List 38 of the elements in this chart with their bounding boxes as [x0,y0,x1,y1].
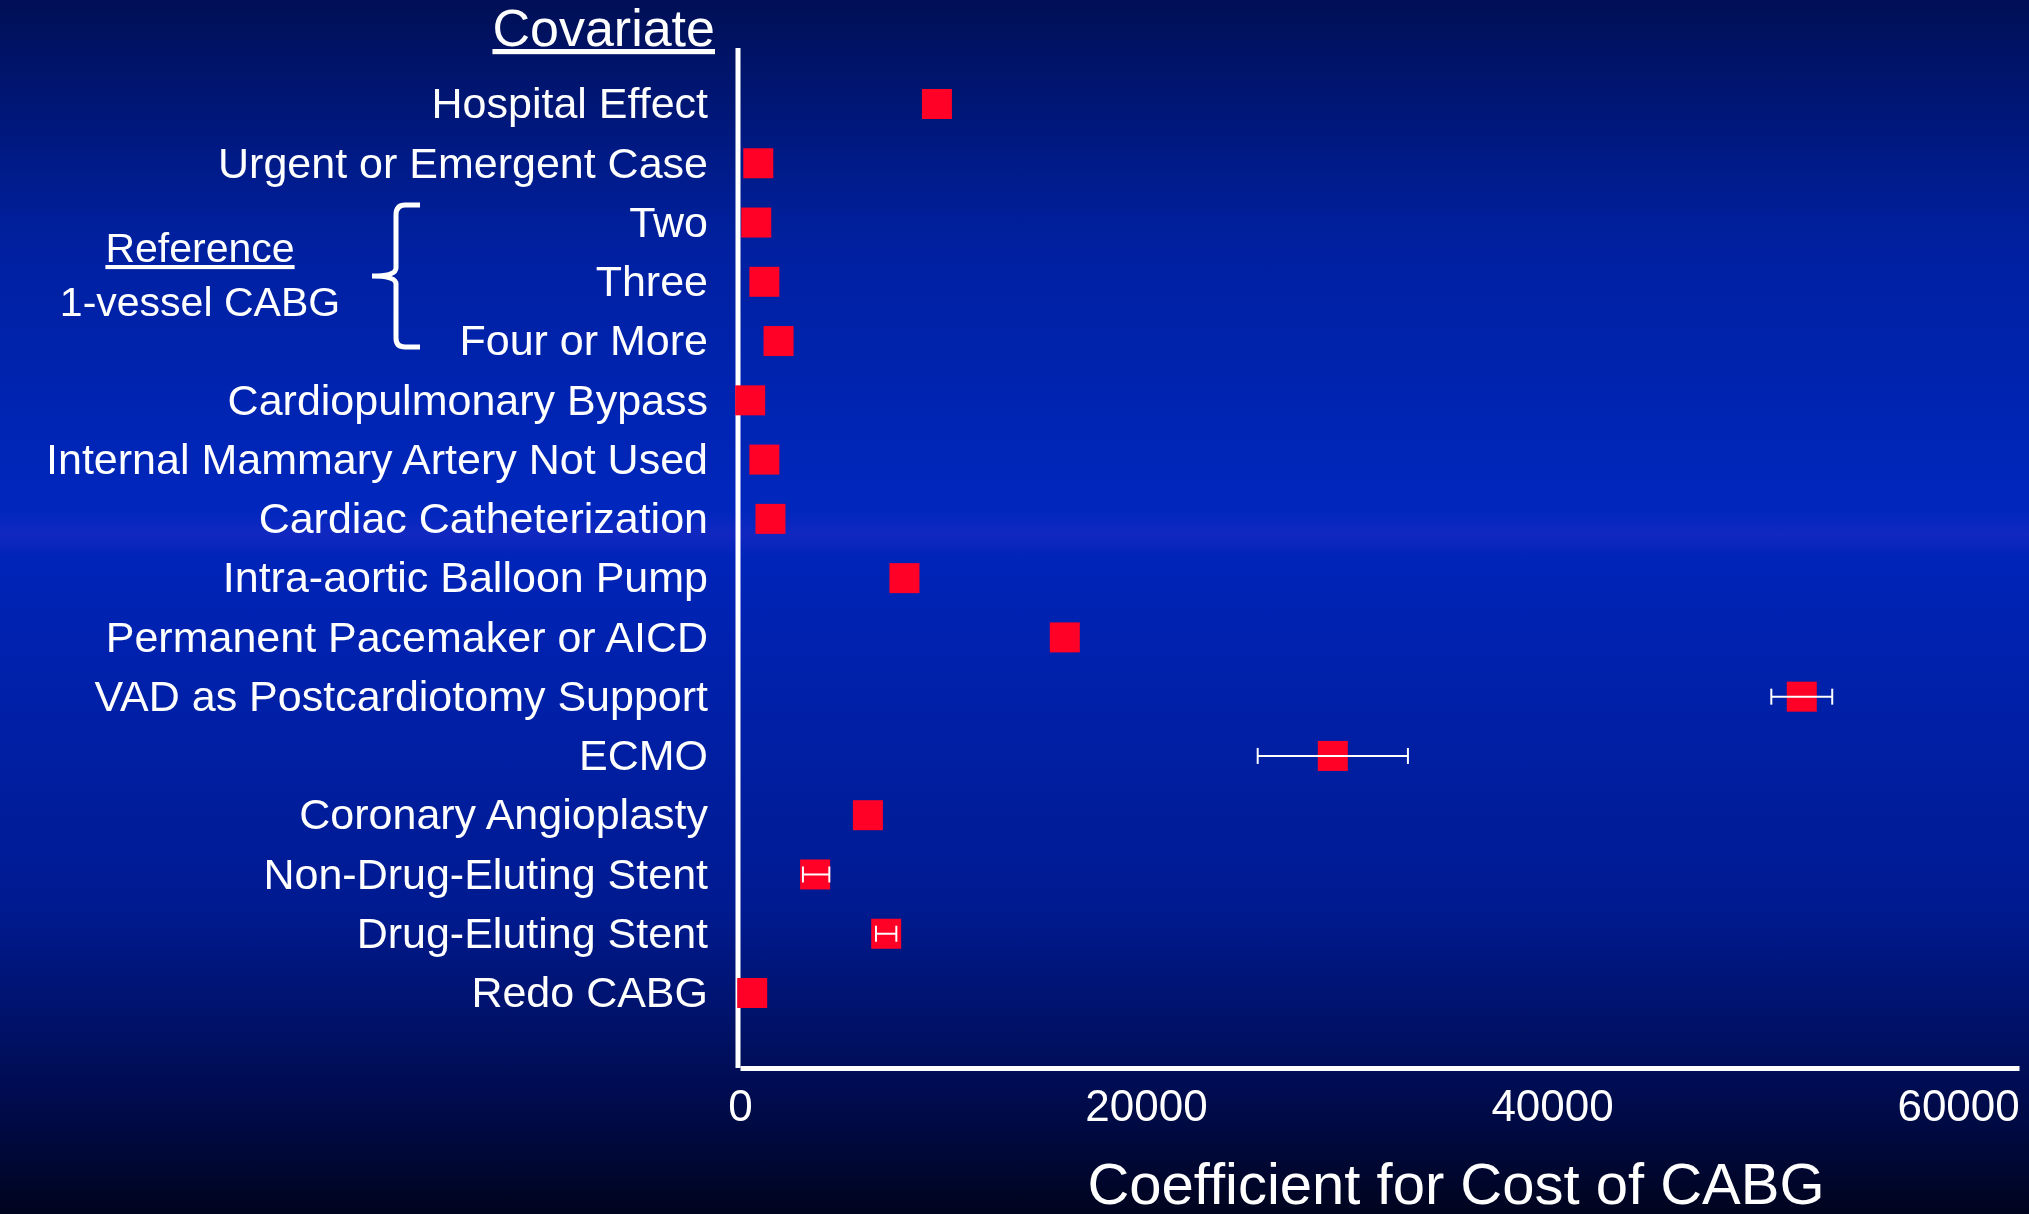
point [755,503,786,534]
point [763,326,794,357]
point [737,978,768,1008]
y-tick-label: Two [629,197,708,246]
y-tick-label: Internal Mammary Artery Not Used [46,434,708,483]
y-tick-label: Cardiac Catheterization [258,494,708,543]
point [743,148,774,179]
x-tick-label: 20000 [1085,1081,1208,1131]
y-tick-label: Urgent or Emergent Case [218,138,708,187]
point [1049,622,1080,653]
y-tick-label: Cardiopulmonary Bypass [227,375,708,424]
point [1317,740,1348,771]
point [735,385,766,416]
x-axis-title: Coefficient for Cost of CABG [1087,1151,1825,1214]
point [749,266,780,297]
y-tick-label: Three [595,257,708,306]
y-tick-label: Permanent Pacemaker or AICD [105,612,708,661]
x-tick-label: 60000 [1897,1081,2020,1131]
y-tick-label: Coronary Angioplasty [299,790,709,839]
point [921,89,952,119]
point [749,444,780,475]
y-tick-label: Redo CABG [471,968,708,1017]
point [741,207,772,238]
y-tick-label: Four or More [459,316,708,365]
text: 1-vessel CABG [59,279,341,325]
text: Reference [105,225,295,271]
y-tick-label: Non-Drug-Eluting Stent [263,849,709,898]
y-axis-title: Covariate [492,0,715,57]
y-tick-label: ECMO [579,731,708,780]
y-tick-label: Drug-Eluting Stent [356,908,709,957]
point [1786,681,1817,712]
y-tick-label: Intra-aortic Balloon Pump [222,553,708,602]
y-tick-label: Hospital Effect [431,79,709,128]
x-tick-label: 0 [728,1081,753,1131]
point [852,800,883,831]
x-tick-label: 40000 [1491,1081,1614,1131]
y-tick-label: VAD as Postcardiotomy Support [94,671,709,720]
point [889,563,920,594]
